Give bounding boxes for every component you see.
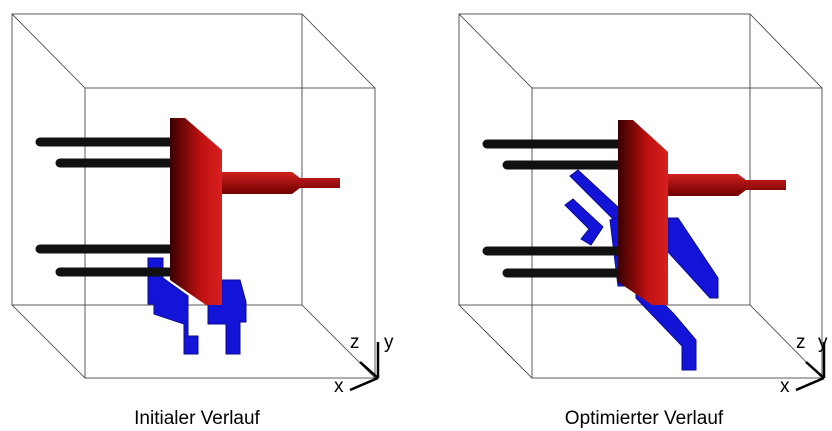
axis-label-y: y xyxy=(384,332,394,353)
axis-label-x: x xyxy=(780,376,790,397)
axis-label-y: y xyxy=(818,332,828,353)
axis-label-z: z xyxy=(350,332,360,353)
red-part xyxy=(170,118,340,305)
panel-optimized: z y x Optimierter Verlauf xyxy=(459,14,828,429)
figure: z y x Initialer Verlauf z y x Optimierte… xyxy=(0,0,832,431)
axis-label-z: z xyxy=(796,332,806,353)
caption: Initialer Verlauf xyxy=(134,408,260,429)
axis-label-x: x xyxy=(334,376,344,397)
panel-initial: z y x Initialer Verlauf xyxy=(12,14,394,429)
axis-triad: z y x xyxy=(334,332,394,397)
axis-triad: z y x xyxy=(780,332,828,397)
caption: Optimierter Verlauf xyxy=(565,408,724,429)
